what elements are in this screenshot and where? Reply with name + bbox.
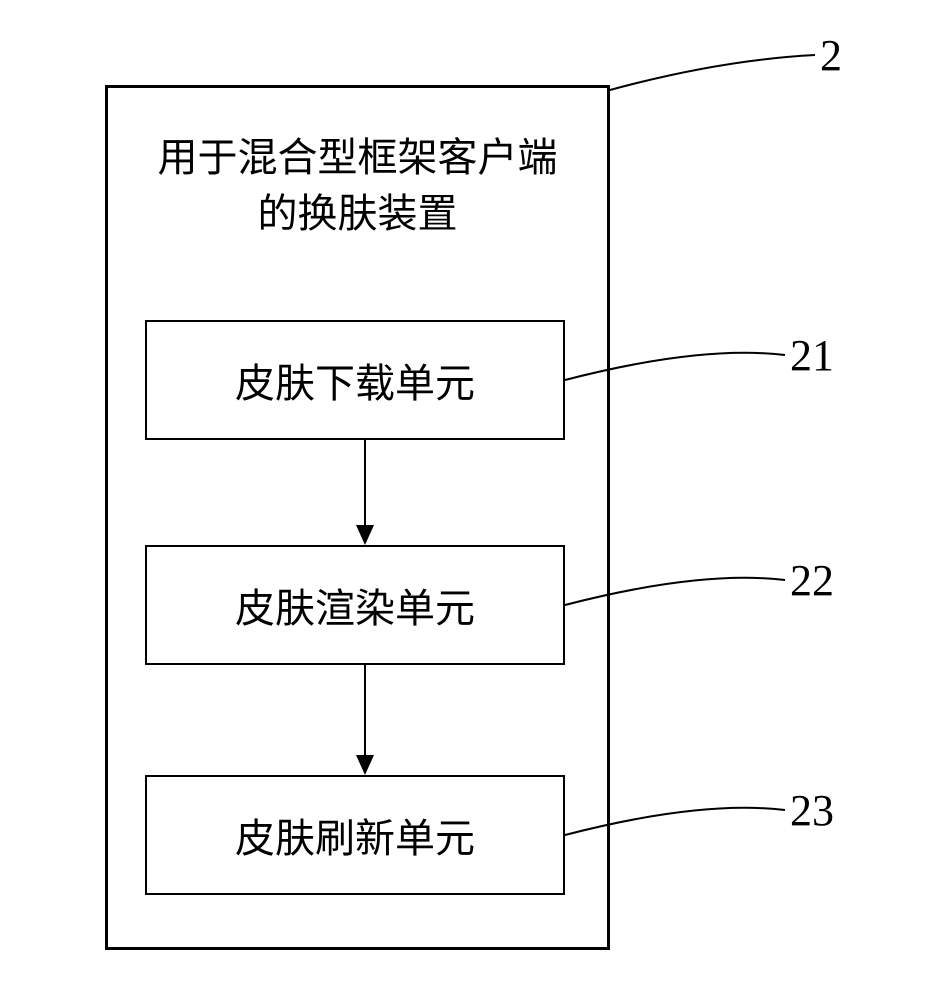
connector-23 xyxy=(565,808,785,835)
connector-lines xyxy=(0,0,929,1000)
ref-label-22: 22 xyxy=(790,555,834,606)
connector-21 xyxy=(565,353,785,380)
ref-label-2: 2 xyxy=(820,30,842,81)
connector-22 xyxy=(565,578,785,605)
connector-2 xyxy=(610,55,815,90)
ref-label-21: 21 xyxy=(790,330,834,381)
ref-label-23: 23 xyxy=(790,785,834,836)
